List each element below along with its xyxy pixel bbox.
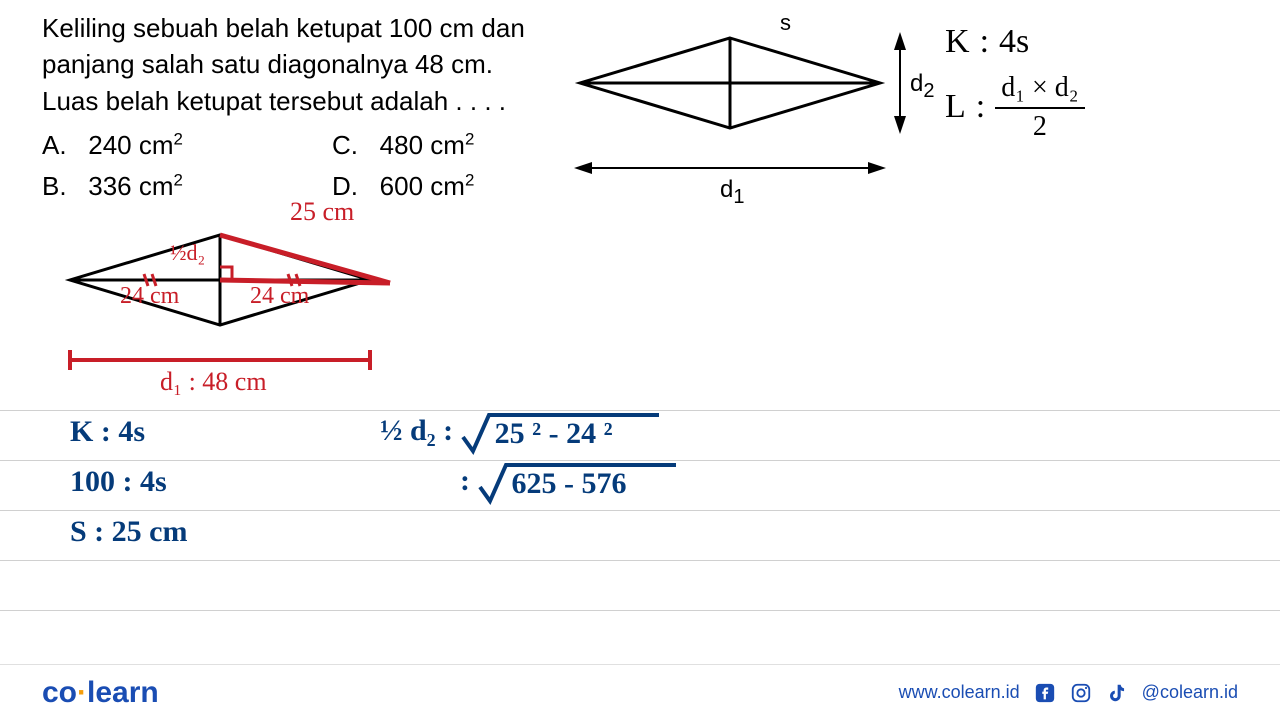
label-d2: d2 xyxy=(910,70,934,103)
tiktok-icon xyxy=(1106,682,1128,704)
choice-c-label: C. xyxy=(332,130,358,160)
choice-b-exp: 2 xyxy=(174,170,183,189)
label-d1: d1 xyxy=(720,176,744,209)
choice-c-value: 480 cm xyxy=(380,130,465,160)
printed-rhombus-diagram: s d2 d1 xyxy=(570,28,910,203)
choice-a-label: A. xyxy=(42,130,67,160)
rhombus-svg xyxy=(570,28,910,198)
footer-handle: @colearn.id xyxy=(1142,682,1238,703)
formula-k-label: K xyxy=(945,20,970,64)
formula-area: L : d₁ × d₂ 2 xyxy=(945,70,1085,145)
label-half-d2: ½d₂ xyxy=(170,240,205,265)
label-s: s xyxy=(780,10,791,36)
label-d1-48: d₁ : 48 cm xyxy=(160,367,267,395)
work-s-25: S : 25 cm xyxy=(70,515,187,549)
label-24cm-left: 24 cm xyxy=(120,283,180,309)
ruled-line-5 xyxy=(0,610,1280,660)
ruled-line-3: S : 25 cm xyxy=(0,510,1280,560)
formula-perimeter: K : 4s xyxy=(945,20,1085,64)
question-line-3: Luas belah ketupat tersebut adalah . . .… xyxy=(42,83,582,119)
footer-right: www.colearn.id @colearn.id xyxy=(899,682,1238,704)
formula-l-label: L xyxy=(945,85,966,129)
red-work-diagram: 25 cm 24 cm 24 cm ½d₂ d₁ : 48 cm xyxy=(60,195,420,400)
formula-denominator: 2 xyxy=(1027,109,1053,145)
instagram-icon xyxy=(1070,682,1092,704)
logo-dot: · xyxy=(77,676,87,709)
logo-co: co xyxy=(42,676,77,709)
choice-a-exp: 2 xyxy=(174,130,183,149)
label-25cm: 25 cm xyxy=(290,197,354,226)
question-line-1: Keliling sebuah belah ketupat 100 cm dan xyxy=(42,10,582,46)
choices-grid: A. 240 cm2 C. 480 cm2 B. 336 cm2 D. 600 … xyxy=(42,127,582,204)
ruled-line-4 xyxy=(0,560,1280,610)
choice-a-value: 240 cm xyxy=(88,130,173,160)
question-text: Keliling sebuah belah ketupat 100 cm dan… xyxy=(42,10,582,119)
red-hypotenuse xyxy=(220,235,390,283)
facebook-icon xyxy=(1034,682,1056,704)
choice-c-exp: 2 xyxy=(465,130,474,149)
formula-fraction: d₁ × d₂ 2 xyxy=(995,70,1084,145)
question-block: Keliling sebuah belah ketupat 100 cm dan… xyxy=(42,10,582,204)
ruled-line-2: 100 : 4s : 625 - 576 xyxy=(0,460,1280,510)
ruled-line-1: K : 4s ½ d₂ : 25 ² - 24 ² xyxy=(0,410,1280,460)
sqrt-2: 625 - 576 xyxy=(478,461,678,505)
work-100-4s: 100 : 4s xyxy=(70,465,167,499)
red-work-svg: 25 cm 24 cm 24 cm ½d₂ d₁ : 48 cm xyxy=(60,195,420,395)
label-24cm-right: 24 cm xyxy=(250,283,310,309)
footer-bar: co·learn www.colearn.id @colearn.id xyxy=(0,664,1280,720)
footer-url: www.colearn.id xyxy=(899,682,1020,703)
colearn-logo: co·learn xyxy=(42,676,159,710)
choice-d-exp: 2 xyxy=(465,170,474,189)
formula-block: K : 4s L : d₁ × d₂ 2 xyxy=(945,20,1085,145)
work-sqrt-2: : 625 - 576 xyxy=(460,461,678,505)
sqrt-1: 25 ² - 24 ² xyxy=(461,411,661,455)
work-k-4s: K : 4s xyxy=(70,415,145,449)
formula-numerator: d₁ × d₂ xyxy=(995,70,1084,108)
work-half-d2-eq: ½ d₂ : 25 ² - 24 ² xyxy=(380,411,661,455)
ruled-lines: K : 4s ½ d₂ : 25 ² - 24 ² 100 : 4s : 625… xyxy=(0,410,1280,660)
logo-learn: learn xyxy=(87,676,159,709)
choice-c: C. 480 cm2 xyxy=(332,127,582,163)
formula-k-rhs: 4s xyxy=(999,20,1029,64)
choice-a: A. 240 cm2 xyxy=(42,127,292,163)
question-line-2: panjang salah satu diagonalnya 48 cm. xyxy=(42,46,582,82)
